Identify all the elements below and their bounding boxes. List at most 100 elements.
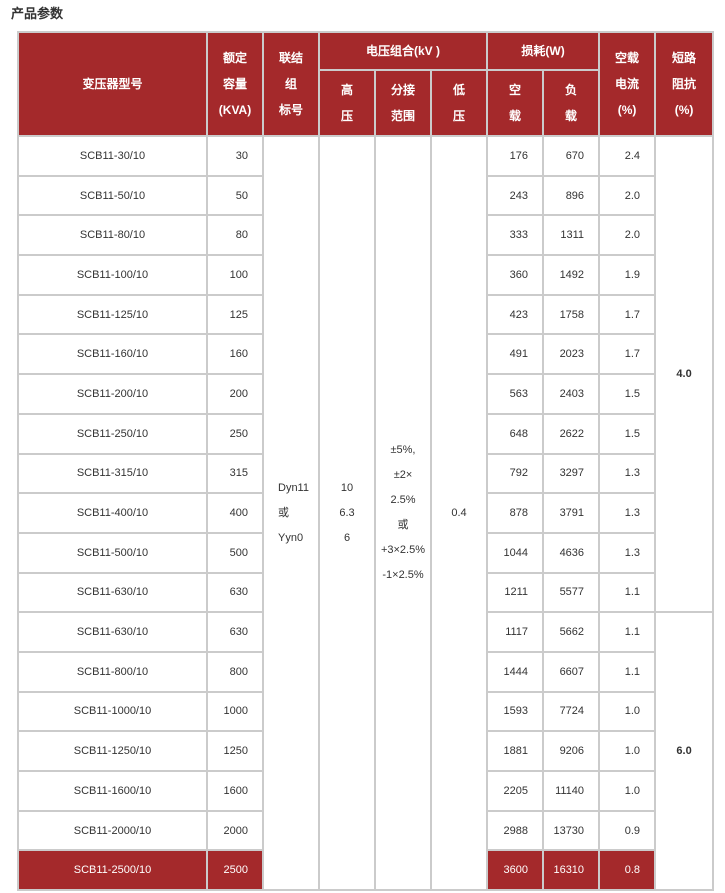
noload-current-cell: 2.4	[598, 135, 657, 177]
model-cell: SCB11-800/10	[17, 650, 208, 693]
table-row: SCB11-160/10 160 491 2023 1.7	[17, 333, 713, 376]
merged-line: 或	[278, 506, 289, 519]
table-row: SCB11-30/10 30 Dyn11 或 Yyn0 10 6.3 6 ±5%, ±2× 2.5%…	[17, 134, 715, 892]
table-row: SCB11-400/10 400 878 3791 1.3	[17, 492, 713, 534]
table-row: SCB11-100/10 100 360 1492 1.9	[17, 254, 713, 296]
noload-current-cell: 1.3	[598, 492, 657, 534]
noload-current-cell: 1.5	[598, 412, 657, 455]
merged-line: 10	[340, 481, 354, 494]
model-cell: SCB11-1250/10	[17, 730, 208, 772]
table-row: SCB11-1250/10 1250 1881 9206 1.0	[17, 730, 713, 772]
low-voltage-cell: 0.4	[429, 134, 489, 892]
header-lv: 低压	[429, 69, 489, 137]
merged-line: 6	[343, 531, 351, 544]
table-row: SCB11-1000/10 1000 1593 7724 1.0	[17, 690, 713, 733]
noload-loss-cell: 2988	[486, 809, 545, 852]
model-cell: SCB11-1600/10	[17, 770, 208, 812]
table-row: SCB11-630/10 630 1117 5662 1.1 6.0	[17, 611, 715, 892]
noload-loss-cell: 1593	[486, 690, 545, 733]
header-current: 空载 电流 (%)	[598, 31, 657, 137]
table-row: SCB11-500/10 500 1044 4636 1.3	[17, 531, 713, 574]
noload-loss-cell: 1044	[486, 531, 545, 574]
table-row: SCB11-200/10 200 563 2403 1.5	[17, 373, 713, 415]
model-cell: SCB11-50/10	[17, 174, 208, 217]
table-row: SCB11-50/10 50 243 896 2.0	[17, 174, 713, 217]
noload-loss-cell: 2205	[486, 770, 545, 812]
load-loss-cell: 16310	[542, 849, 601, 892]
noload-current-cell: 1.3	[598, 531, 657, 574]
model-cell: SCB11-315/10	[17, 452, 208, 495]
header-tap: 分接 范围	[374, 69, 432, 137]
model-cell: SCB11-250/10	[17, 412, 208, 455]
capacity-cell: 2500	[206, 849, 264, 892]
merged-line: ±2×	[393, 469, 413, 482]
noload-current-cell: 2.0	[598, 214, 657, 257]
capacity-cell: 100	[206, 254, 264, 296]
header-load: 负载	[542, 69, 601, 137]
capacity-cell: 30	[206, 135, 264, 177]
load-loss-cell: 13730	[542, 809, 601, 852]
merged-line: 6.3	[339, 506, 355, 519]
table-row: SCB11-125/10 125 423 1758 1.7	[17, 293, 713, 336]
noload-loss-cell: 360	[486, 254, 545, 296]
model-cell: SCB11-400/10	[17, 492, 208, 534]
capacity-cell: 50	[206, 174, 264, 217]
noload-loss-cell: 243	[486, 174, 545, 217]
impedance-cell: 6.0	[654, 611, 715, 892]
header-impedance: 短路 阻抗 (%)	[654, 31, 715, 137]
header-capacity: 额定 容量 (KVA)	[206, 31, 264, 137]
table-row: SCB11-630/10 630 1211 5577 1.1	[17, 571, 713, 614]
noload-loss-cell: 423	[486, 293, 545, 336]
merged-line: -1×2.5%	[382, 569, 424, 582]
header-loss: 损耗(W)	[486, 31, 601, 71]
capacity-cell: 630	[206, 571, 264, 614]
load-loss-cell: 670	[542, 135, 601, 177]
load-loss-cell: 1311	[542, 214, 601, 257]
capacity-cell: 630	[206, 611, 264, 653]
load-loss-cell: 1492	[542, 254, 601, 296]
load-loss-cell: 2403	[542, 373, 601, 415]
noload-loss-cell: 878	[486, 492, 545, 534]
noload-current-cell: 0.8	[598, 849, 657, 892]
load-loss-cell: 4636	[542, 531, 601, 574]
model-cell: SCB11-630/10	[17, 571, 208, 614]
table-row: SCB11-1600/10 1600 2205 11140 1.0	[17, 770, 713, 812]
noload-current-cell: 1.9	[598, 254, 657, 296]
model-cell: SCB11-1000/10	[17, 690, 208, 733]
capacity-cell: 400	[206, 492, 264, 534]
noload-current-cell: 1.0	[598, 690, 657, 733]
load-loss-cell: 9206	[542, 730, 601, 772]
model-cell: SCB11-2000/10	[17, 809, 208, 852]
capacity-cell: 800	[206, 650, 264, 693]
noload-loss-cell: 792	[486, 452, 545, 495]
table-row: SCB11-80/10 80 333 1311 2.0	[17, 214, 713, 257]
capacity-cell: 250	[206, 412, 264, 455]
noload-loss-cell: 563	[486, 373, 545, 415]
noload-loss-cell: 176	[486, 135, 545, 177]
noload-current-cell: 1.7	[598, 333, 657, 376]
noload-current-cell: 1.1	[598, 650, 657, 693]
wiring-group-cell: Dyn11 或 Yyn0	[262, 134, 320, 892]
header-voltage: 电压组合(kV )	[317, 31, 489, 71]
capacity-cell: 500	[206, 531, 264, 574]
model-cell: SCB11-630/10	[17, 611, 208, 653]
capacity-cell: 125	[206, 293, 264, 336]
noload-current-cell: 0.9	[598, 809, 657, 852]
header-noload: 空载	[486, 69, 545, 137]
header-model: 变压器型号	[17, 31, 208, 137]
noload-current-cell: 2.0	[598, 174, 657, 217]
merged-line: Dyn11	[278, 481, 309, 494]
impedance-cell: 4.0	[654, 134, 715, 614]
capacity-cell: 1000	[206, 690, 264, 733]
capacity-cell: 200	[206, 373, 264, 415]
noload-loss-cell: 3600	[486, 849, 545, 892]
noload-current-cell: 1.0	[598, 730, 657, 772]
noload-current-cell: 1.5	[598, 373, 657, 415]
model-cell: SCB11-100/10	[17, 254, 208, 296]
high-voltage-cell: 10 6.3 6	[318, 134, 376, 892]
noload-current-cell: 1.1	[598, 611, 657, 653]
load-loss-cell: 2622	[542, 412, 601, 455]
load-loss-cell: 1758	[542, 293, 601, 336]
tap-range-cell: ±5%, ±2× 2.5% 或 +3×2.5% -1×2.5%	[374, 134, 432, 892]
capacity-cell: 2000	[206, 809, 264, 852]
